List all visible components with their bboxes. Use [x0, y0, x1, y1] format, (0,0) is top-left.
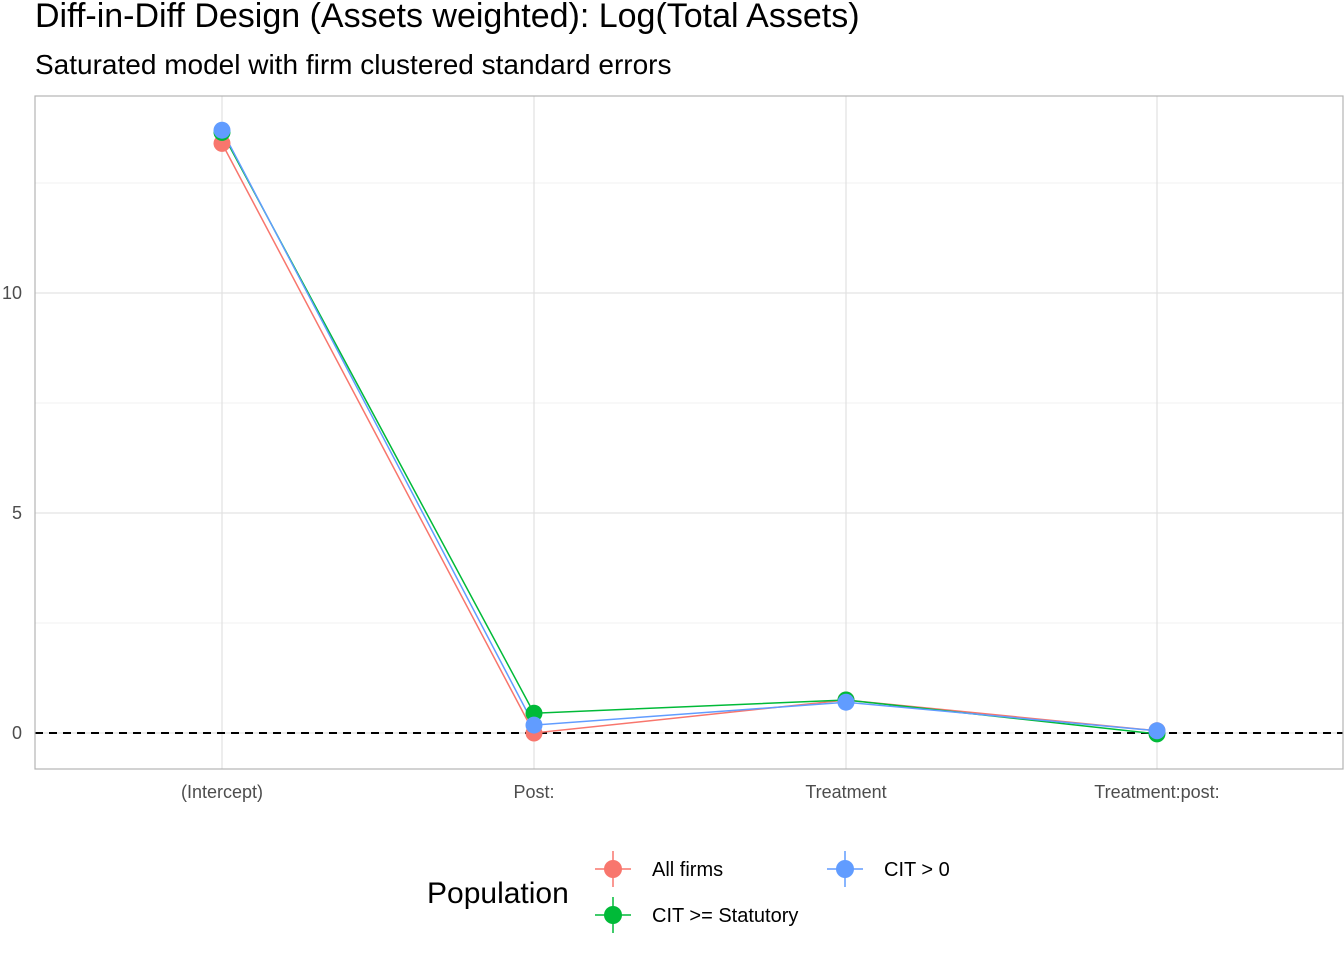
legend-item: CIT > 0 [827, 851, 950, 887]
data-point [1148, 722, 1166, 740]
series-line [221, 132, 1158, 735]
series-1 [221, 132, 1158, 735]
legend-label: CIT > 0 [884, 859, 950, 881]
axis-labels-layer: 0 5 10 (Intercept) Post: Treatment Treatment:p… [2, 283, 1220, 802]
grid-layer [35, 96, 1343, 769]
legend: Population All firms CIT >= Statutory CIT … [427, 851, 950, 933]
series-line [221, 129, 1158, 732]
legend-key-point [836, 860, 854, 878]
y-tick-label: 0 [12, 723, 22, 743]
chart-title: Diff-in-Diff Design (Assets weighted): L… [35, 0, 860, 35]
data-point [837, 693, 855, 711]
legend-item: All firms [595, 851, 723, 887]
plot-border [34, 95, 1344, 770]
legend-label: All firms [652, 859, 723, 881]
series-points-1 [213, 123, 1166, 743]
series-points-0 [213, 134, 1166, 742]
y-tick-label: 5 [12, 503, 22, 523]
legend-label: CIT >= Statutory [652, 905, 798, 927]
legend-key-point [604, 860, 622, 878]
x-tick-label: Treatment [805, 782, 886, 802]
legend-title: Population [427, 877, 569, 910]
legend-key-point [604, 906, 622, 924]
series-layer [213, 121, 1166, 743]
y-tick-label: 10 [2, 283, 22, 303]
x-tick-label: Treatment:post: [1094, 782, 1219, 802]
series-points-2 [213, 121, 1166, 740]
legend-item: CIT >= Statutory [595, 897, 798, 933]
series-line [221, 143, 1158, 734]
legend-items: All firms CIT >= Statutory CIT > 0 [595, 851, 950, 933]
x-tick-label: Post: [513, 782, 554, 802]
data-point [525, 704, 543, 722]
series-2 [221, 129, 1158, 732]
chart-subtitle: Saturated model with firm clustered stan… [35, 49, 672, 80]
data-point [213, 121, 231, 139]
x-tick-label: (Intercept) [181, 782, 263, 802]
series-0 [221, 143, 1158, 734]
data-point [525, 716, 543, 734]
